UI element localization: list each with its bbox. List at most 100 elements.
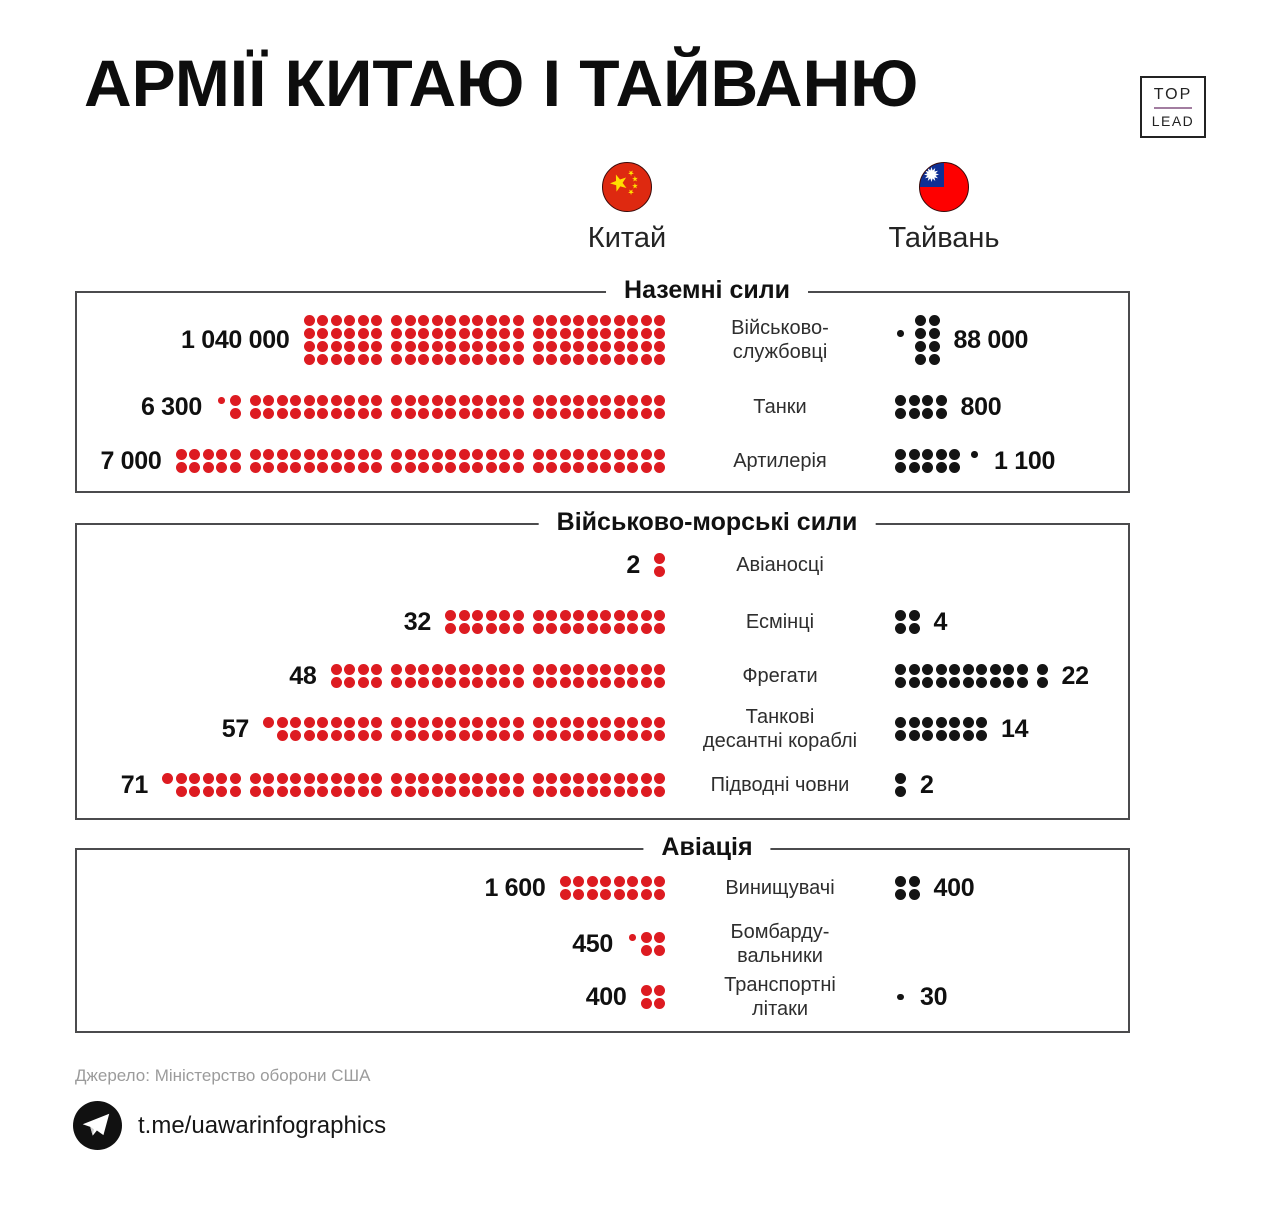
dot (432, 408, 443, 419)
dot-cluster (895, 717, 987, 741)
dot (909, 664, 920, 675)
dot (250, 462, 261, 473)
dot (189, 786, 200, 797)
dot (418, 315, 429, 326)
dot (486, 610, 497, 621)
dot (654, 315, 665, 326)
dot (895, 677, 906, 688)
table-row: 57 Танкові десантні кораблі 14 (75, 701, 1130, 757)
dot (459, 623, 470, 634)
dot (600, 449, 611, 460)
dot (499, 462, 510, 473)
dot (614, 462, 625, 473)
row-label: Танки (665, 395, 895, 419)
dot (445, 315, 456, 326)
dot (533, 315, 544, 326)
dot (250, 449, 261, 460)
dot-group (263, 717, 382, 741)
row-label-line: вальники (737, 945, 823, 967)
dot-group (391, 773, 524, 797)
dot (922, 395, 933, 406)
dot (641, 462, 652, 473)
dot (418, 664, 429, 675)
dot (614, 610, 625, 621)
dot (533, 328, 544, 339)
dot-group (533, 610, 666, 634)
dot (546, 449, 557, 460)
dot (963, 717, 974, 728)
telegram-handle: t.me/uawarinfographics (138, 1111, 387, 1139)
dot-group (895, 717, 987, 741)
dot (895, 610, 906, 621)
dot (1017, 677, 1028, 688)
dot (358, 341, 369, 352)
dot (560, 341, 571, 352)
dot (513, 315, 524, 326)
dot (499, 786, 510, 797)
dot (344, 664, 355, 675)
dot (573, 462, 584, 473)
dot (654, 876, 665, 887)
dot (915, 315, 926, 326)
row-label-line: Фрегати (742, 664, 818, 687)
dot (358, 717, 369, 728)
dot (250, 408, 261, 419)
dot (486, 623, 497, 634)
dot (405, 717, 416, 728)
dot (533, 341, 544, 352)
dot (533, 610, 544, 621)
dot (627, 773, 638, 784)
dot (560, 773, 571, 784)
dot (573, 610, 584, 621)
dot (216, 449, 227, 460)
dot (472, 717, 483, 728)
dot (895, 449, 906, 460)
dot-empty (162, 786, 173, 797)
dot-group (915, 315, 940, 365)
china-side: 7 000 (75, 447, 665, 476)
dot (513, 677, 524, 688)
dot (560, 717, 571, 728)
dot (963, 730, 974, 741)
dot (405, 462, 416, 473)
dot-group (895, 449, 960, 473)
dot (499, 677, 510, 688)
dot (1037, 664, 1048, 675)
dot (304, 328, 315, 339)
taiwan-side: 400 (895, 874, 1130, 903)
dot (546, 341, 557, 352)
dot (573, 786, 584, 797)
dot (513, 610, 524, 621)
dot (573, 717, 584, 728)
dot (499, 328, 510, 339)
row-label-line: службовці (732, 341, 828, 363)
row-label-line: Підводні човни (710, 773, 850, 796)
dot (418, 730, 429, 741)
dot (560, 730, 571, 741)
dot (445, 717, 456, 728)
china-side: 6 300 (75, 393, 665, 422)
row-label-line: літаки (751, 998, 809, 1020)
dot (929, 315, 940, 326)
dot (614, 876, 625, 887)
row-label: Підводні човни (665, 773, 895, 797)
dot (922, 664, 933, 675)
dot-empty (969, 462, 980, 473)
dot (587, 315, 598, 326)
dot-group (391, 717, 524, 741)
dot-group (304, 315, 383, 365)
dot (600, 341, 611, 352)
china-value: 7 000 (100, 446, 162, 475)
dot (277, 786, 288, 797)
telegram-link[interactable]: t.me/uawarinfographics (73, 1101, 386, 1150)
dot (331, 677, 342, 688)
dot (1003, 677, 1014, 688)
dot (929, 341, 940, 352)
dot (176, 786, 187, 797)
dot-group (391, 449, 524, 473)
dot (600, 395, 611, 406)
dot-group (533, 449, 666, 473)
china-value: 6 300 (140, 392, 202, 421)
row-label: Артилерія (665, 449, 895, 473)
table-row: 1 040 000 Військово-службовці 88 000 (75, 292, 1130, 388)
